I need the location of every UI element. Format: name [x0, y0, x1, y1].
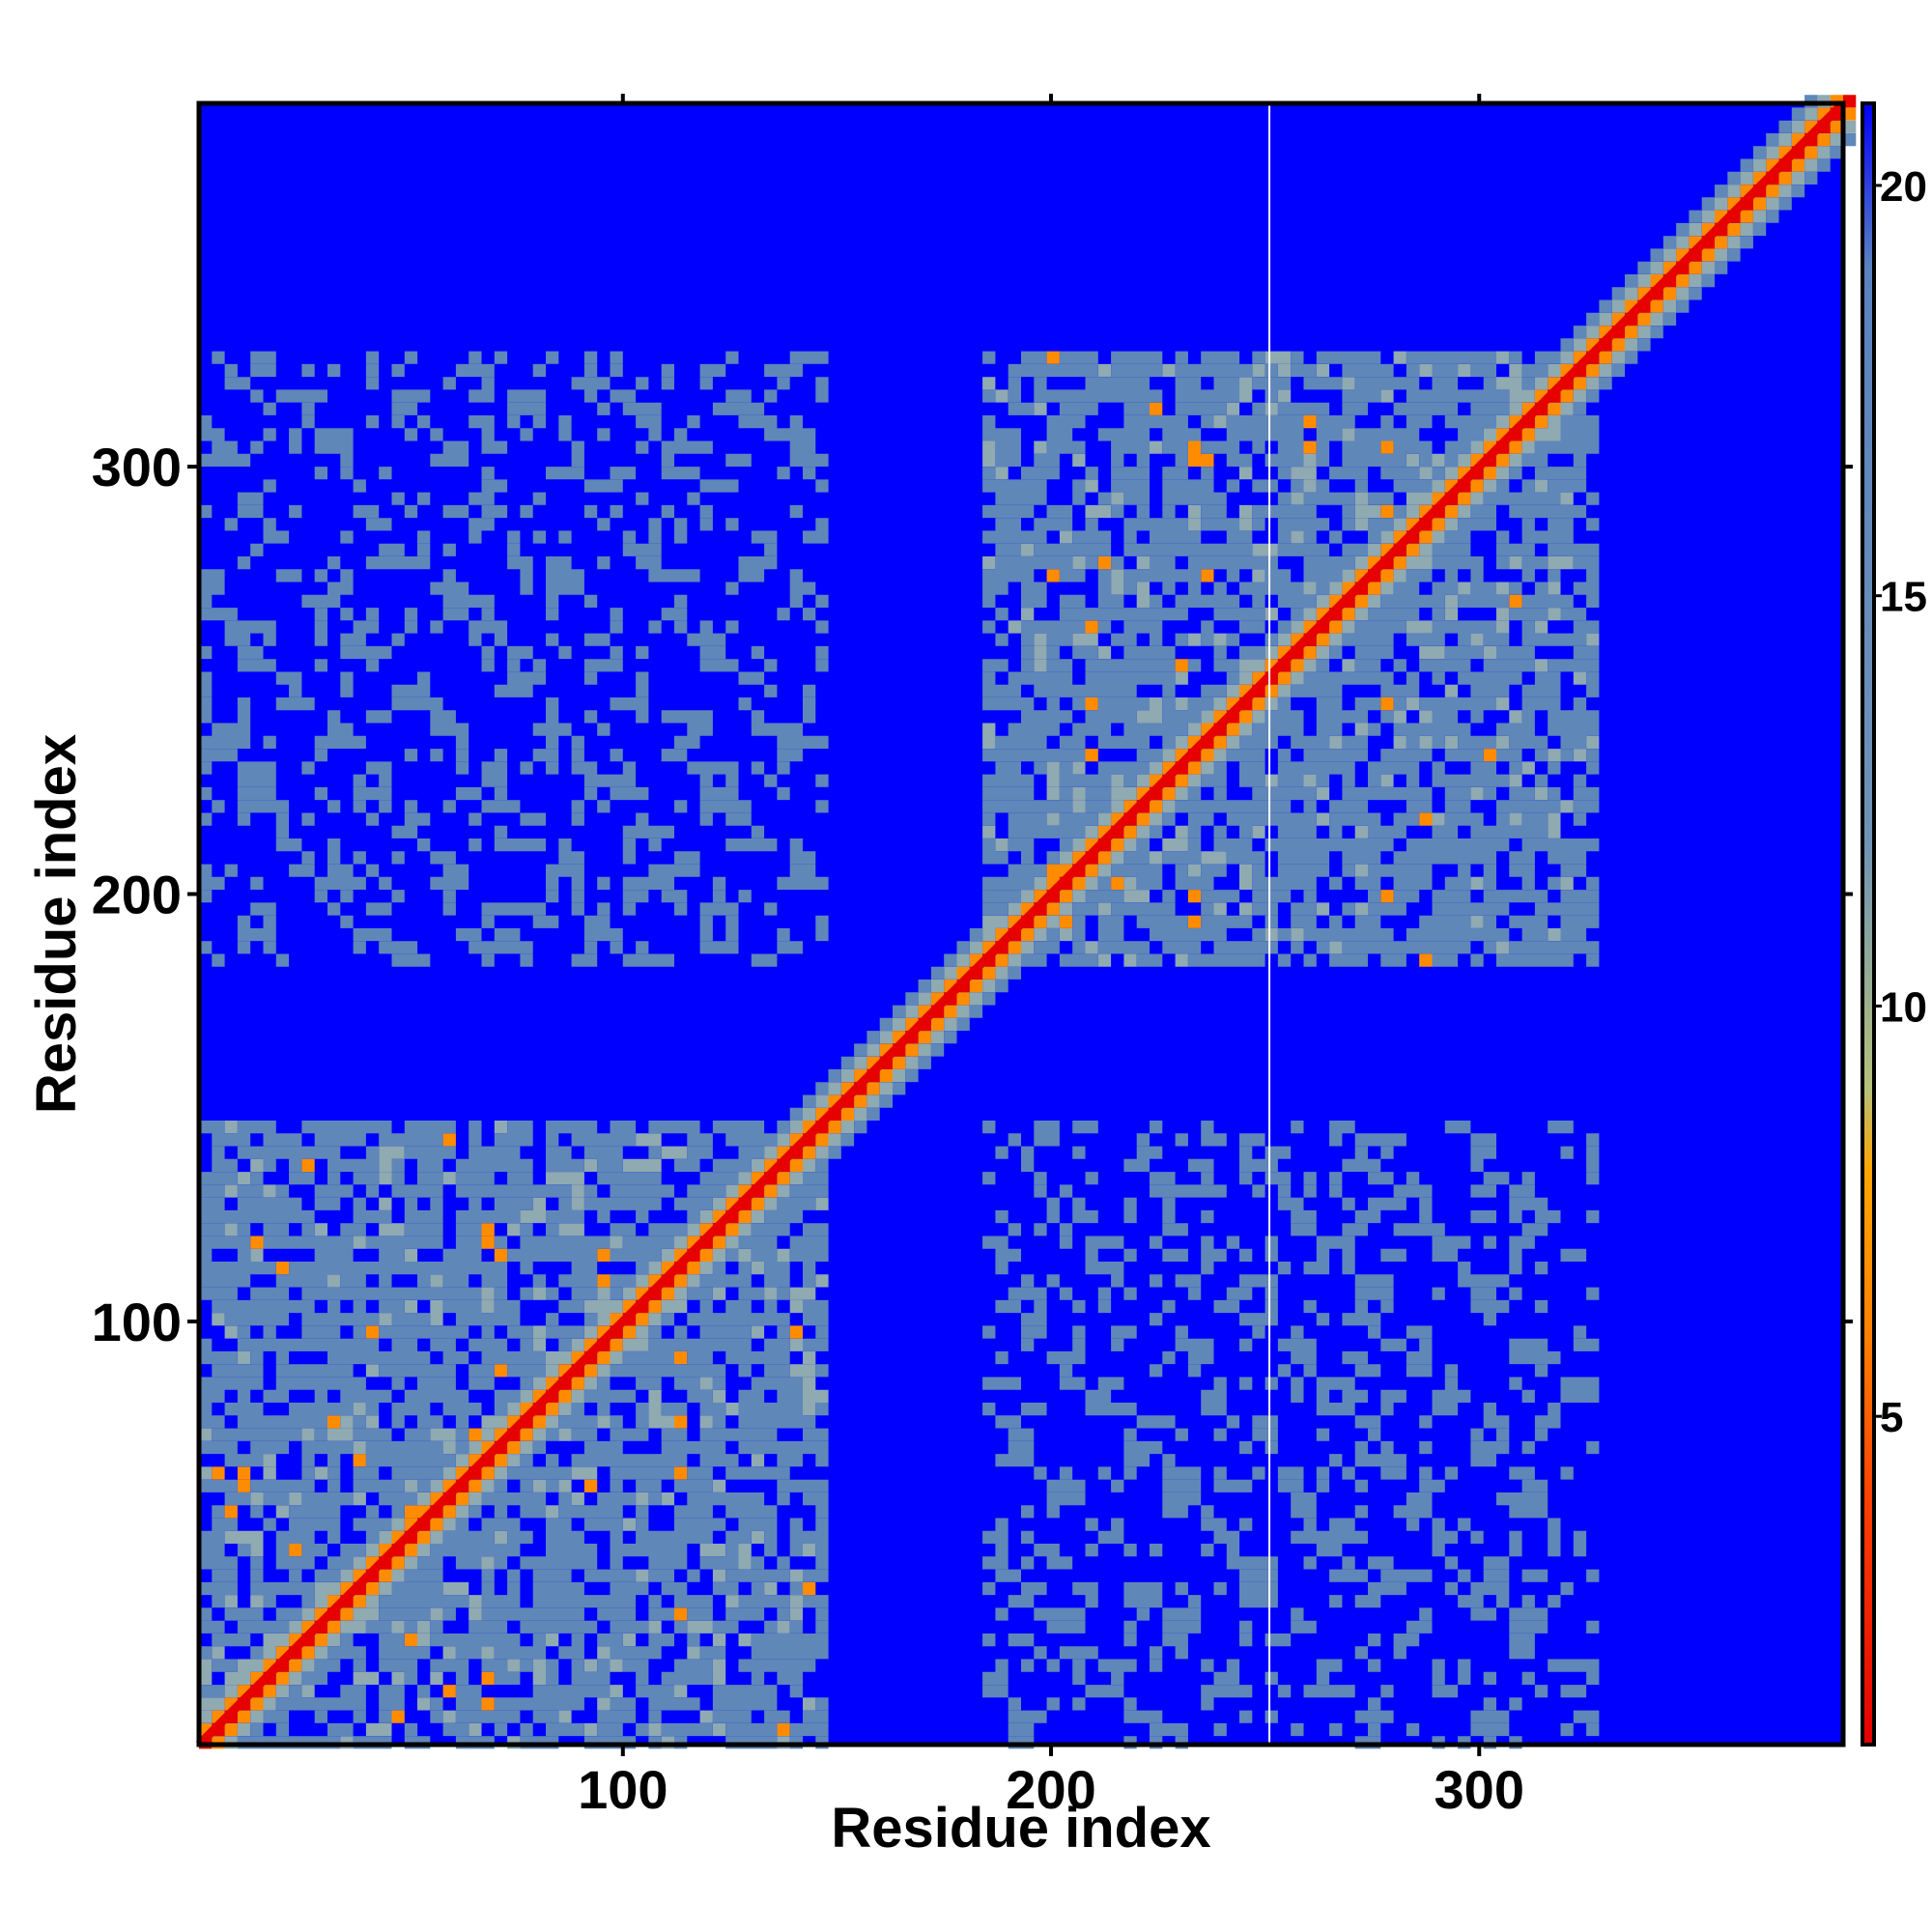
colorbar-ticks: 5 10 15 20 [1874, 163, 1927, 1441]
x-axis-label: Residue index [831, 1797, 1210, 1860]
colorbar-tick-label: 20 [1880, 163, 1927, 211]
y-tick-label: 300 [92, 437, 182, 497]
heatmap-area [195, 95, 1857, 1749]
diagonal-line [195, 99, 1847, 1748]
x-tick-label: 200 [1006, 1759, 1095, 1820]
top-axis-ticks [620, 94, 1482, 103]
y-tick-label: 200 [92, 865, 182, 925]
right-axis-ticks [1843, 465, 1853, 1323]
colorbar-tick-label: 10 [1880, 983, 1927, 1031]
y-tick-label: 100 [92, 1292, 182, 1352]
heatmap-cells [195, 95, 1857, 1749]
colorbar-gradient [1861, 101, 1876, 1747]
heatmap-cell-group [199, 95, 1857, 1749]
x-tick-label: 100 [578, 1759, 668, 1820]
x-axis-ticks: 100 200 300 [578, 1745, 1524, 1820]
y-axis-label: Residue index [25, 734, 88, 1114]
colorbar: 5 10 15 20 [1861, 101, 1927, 1747]
colorbar-tick-label: 15 [1880, 574, 1927, 621]
y-axis-ticks: 100 200 300 [92, 437, 199, 1352]
x-tick-label: 300 [1435, 1759, 1524, 1820]
plot-frame [196, 100, 1846, 1747]
colorbar-tick-label: 5 [1880, 1394, 1903, 1441]
